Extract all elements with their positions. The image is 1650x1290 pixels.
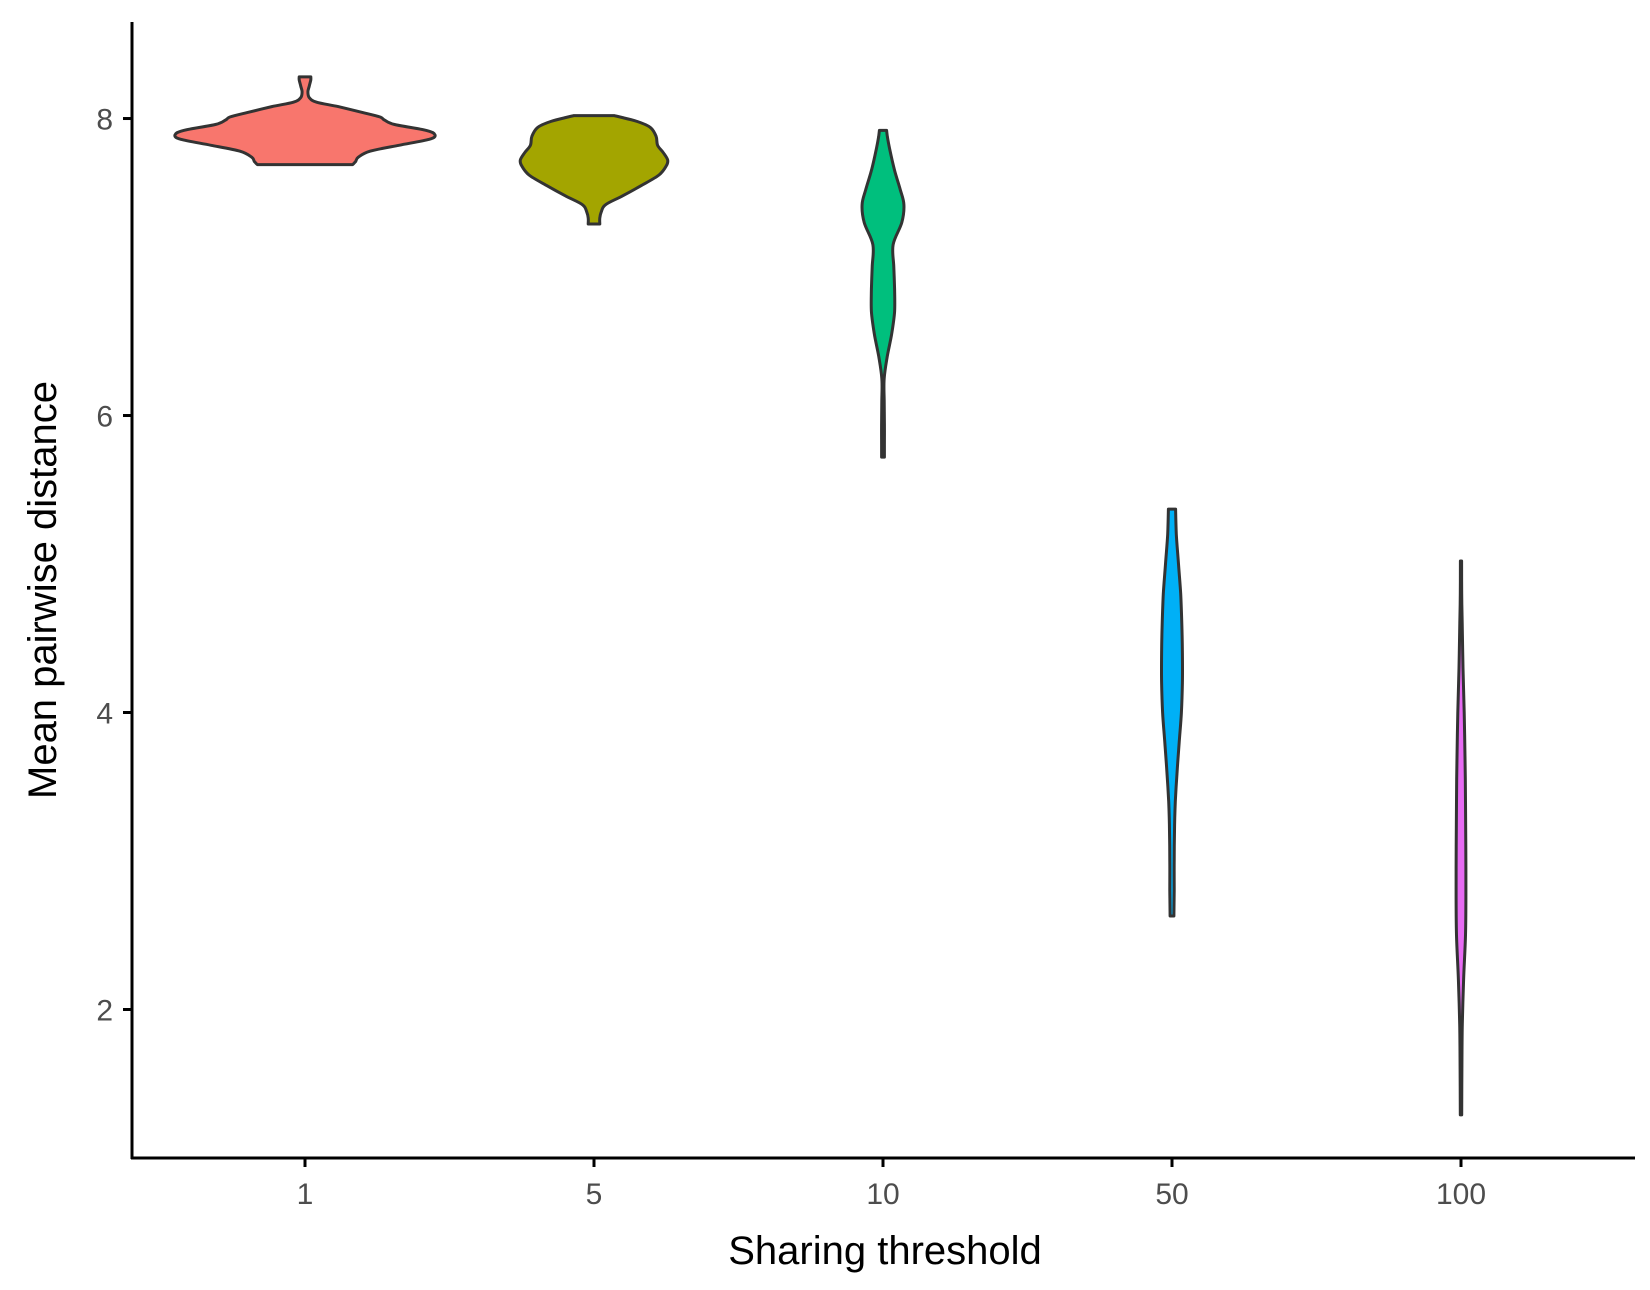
x-tick-label-1: 1 <box>297 1178 314 1211</box>
x-tick-label-50: 50 <box>1155 1178 1188 1211</box>
x-tick-label-10: 10 <box>866 1178 899 1211</box>
violin-5 <box>518 114 670 226</box>
violin-100 <box>1454 559 1468 1117</box>
y-tick-label-2: 2 <box>96 995 113 1028</box>
x-axis: 1 5 10 50 100 <box>131 1156 1635 1211</box>
violin-10 <box>860 128 906 459</box>
y-axis: 2 4 6 8 <box>96 22 134 1159</box>
x-tick-label-5: 5 <box>586 1178 603 1211</box>
violin-layer <box>173 75 1468 1117</box>
y-tick-label-8: 8 <box>96 104 113 137</box>
y-tick-label-6: 6 <box>96 401 113 434</box>
x-tick-label-100: 100 <box>1436 1178 1486 1211</box>
x-axis-title: Sharing threshold <box>728 1229 1042 1273</box>
violin-50 <box>1159 507 1185 918</box>
violin-1 <box>173 75 437 167</box>
y-tick-label-4: 4 <box>96 698 113 731</box>
y-axis-title: Mean pairwise distance <box>21 381 65 799</box>
